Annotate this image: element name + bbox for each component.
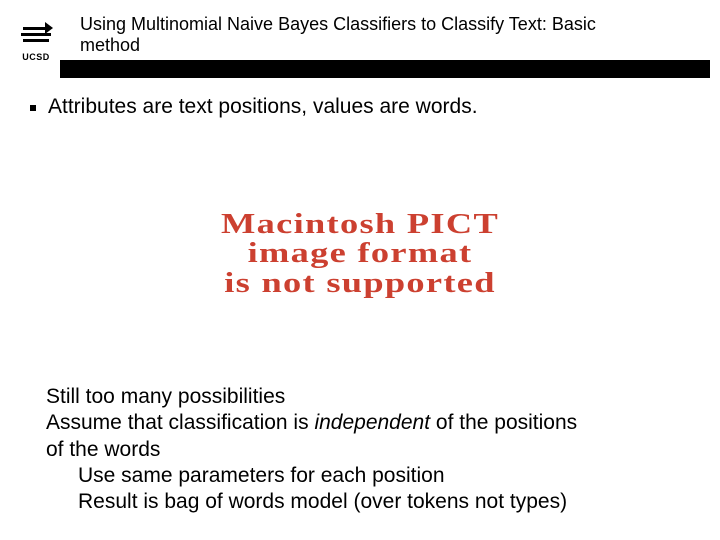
lower-line-3: of the words <box>46 437 686 463</box>
lower-line-1: Still too many possibilities <box>46 384 686 410</box>
bullet-item: Attributes are text positions, values ar… <box>20 95 700 119</box>
pict-unsupported-message: Macintosh PICT image format is not suppo… <box>0 210 720 298</box>
lower-text-block: Still too many possibilities Assume that… <box>46 384 686 515</box>
slide-body: Attributes are text positions, values ar… <box>20 95 700 119</box>
pict-line-2: image format <box>0 239 720 268</box>
lower-line-2: Assume that classification is independen… <box>46 410 686 436</box>
slide-title: Using Multinomial Naive Bayes Classifier… <box>80 14 660 56</box>
ucsd-logo: UCSD <box>14 24 58 68</box>
lower-line-5: Result is bag of words model (over token… <box>78 489 686 515</box>
bullet-marker <box>30 105 36 111</box>
header-rule <box>60 60 710 78</box>
pict-line-1: Macintosh PICT <box>0 210 720 239</box>
ucsd-logo-icon <box>21 24 51 48</box>
lower-line-4: Use same parameters for each position <box>78 463 686 489</box>
ucsd-logo-text: UCSD <box>22 52 50 62</box>
pict-line-3: is not supported <box>0 269 720 298</box>
slide-header: UCSD Using Multinomial Naive Bayes Class… <box>0 10 720 70</box>
bullet-text: Attributes are text positions, values ar… <box>48 95 478 119</box>
